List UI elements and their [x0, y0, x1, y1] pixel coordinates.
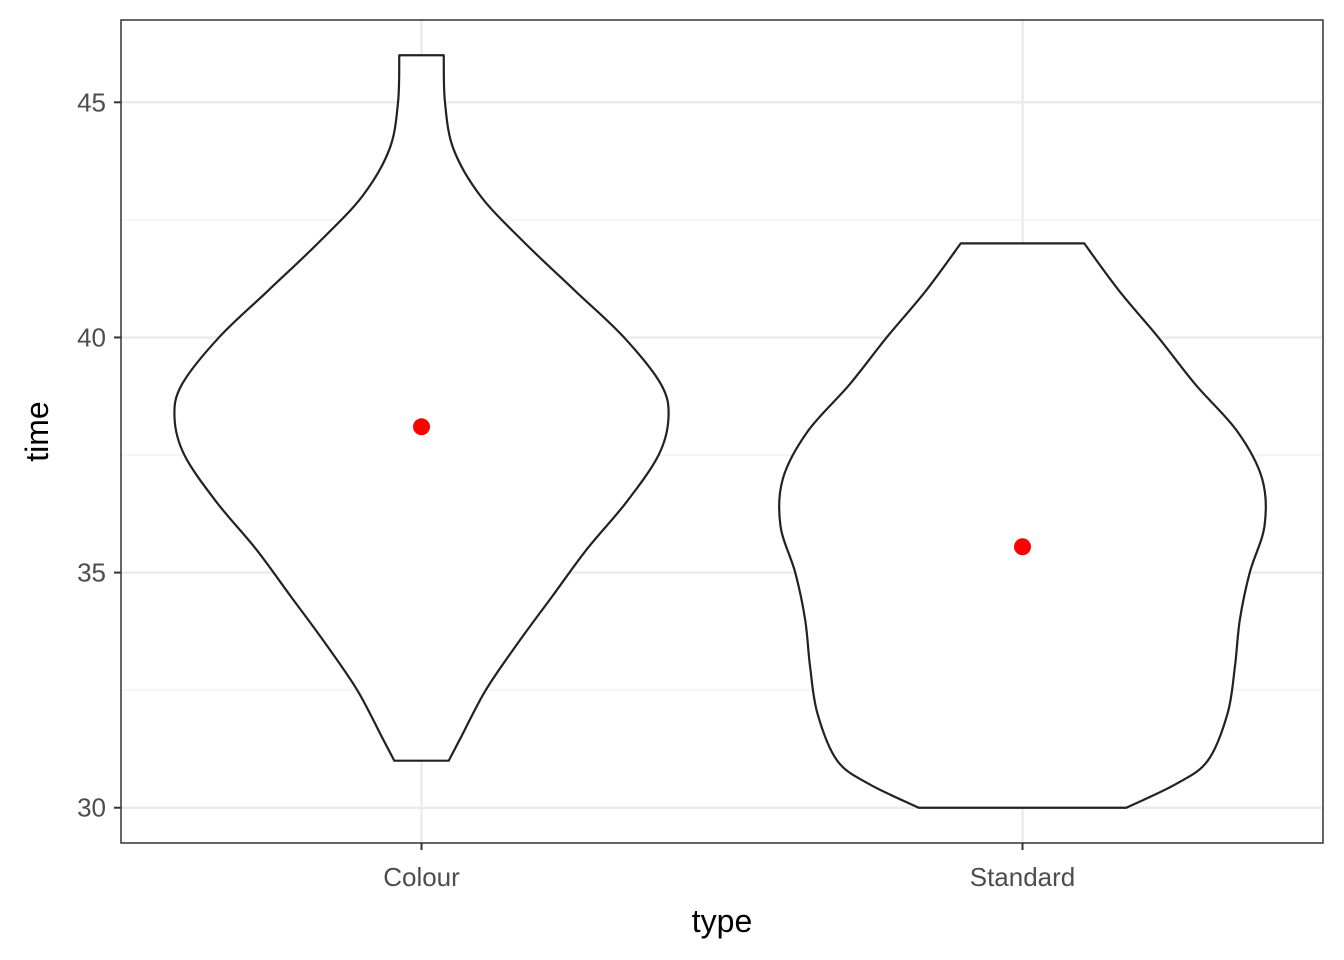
- violin-standard: [778, 242, 1267, 809]
- x-axis-title: type: [692, 903, 752, 939]
- panel-border: [120, 19, 1324, 844]
- violins: [173, 54, 1267, 809]
- x-tick-label-standard: Standard: [970, 862, 1076, 892]
- x-tick-label-colour: Colour: [383, 862, 460, 892]
- mean-point-colour: [413, 418, 430, 436]
- y-tick-label: 45: [77, 87, 106, 117]
- violin-colour: [173, 54, 670, 762]
- y-axis-title: time: [19, 401, 55, 461]
- y-tick-label: 30: [77, 793, 106, 823]
- axes: 30 35 40 45 Colour Standard: [77, 87, 1075, 892]
- y-tick-label: 40: [77, 322, 106, 352]
- y-tick-label: 35: [77, 558, 106, 588]
- mean-points: [413, 418, 1031, 556]
- mean-point-standard: [1014, 538, 1031, 556]
